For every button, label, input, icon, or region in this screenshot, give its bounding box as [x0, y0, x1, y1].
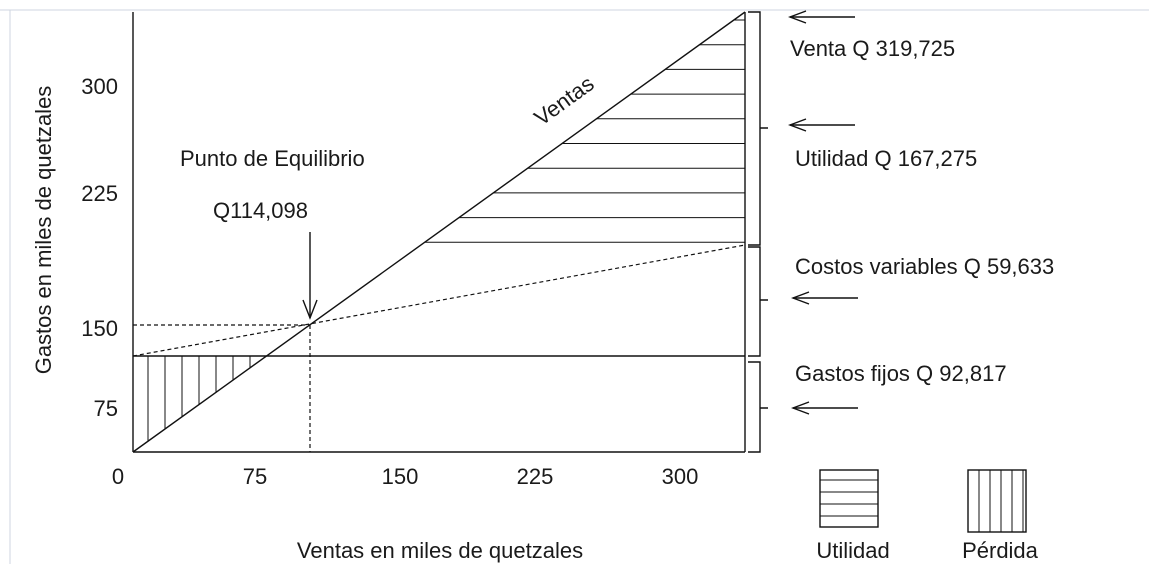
x-tick-label: 225: [517, 464, 554, 489]
sales-label: Ventas: [529, 71, 598, 131]
sales-line: [132, 11, 746, 453]
annotation: Gastos fijos Q 92,817: [795, 361, 1007, 386]
x-tick-label: 75: [243, 464, 267, 489]
annotation: Venta Q 319,725: [790, 36, 955, 61]
y-tick-label: 150: [81, 316, 118, 341]
break-even-arrow: [302, 232, 318, 320]
x-axis-label: Ventas en miles de quetzales: [297, 538, 583, 563]
annotation: Costos variables Q 59,633: [795, 254, 1054, 279]
x-tick-label: 300: [662, 464, 699, 489]
braces: [748, 11, 768, 453]
variable-cost-line: [132, 244, 746, 357]
legend-profit-box: [819, 469, 879, 528]
y-tick-label: 225: [81, 181, 118, 206]
y-tick-label: 300: [81, 74, 118, 99]
y-tick-label: 75: [94, 396, 118, 421]
x-tick-label: 150: [382, 464, 419, 489]
arrows: [788, 10, 858, 415]
hatching: [147, 19, 1024, 532]
y-axis-label: Gastos en miles de quetzales: [31, 86, 56, 375]
legend-label: Utilidad: [816, 538, 889, 563]
break-even-title: Punto de Equilibrio: [180, 146, 365, 171]
break-even-value: Q114,098: [213, 198, 308, 223]
legend-label: Pérdida: [962, 538, 1039, 563]
annotation: Utilidad Q 167,275: [795, 146, 977, 171]
legend-loss-box: [967, 469, 1027, 533]
x-tick-label: 0: [112, 464, 124, 489]
